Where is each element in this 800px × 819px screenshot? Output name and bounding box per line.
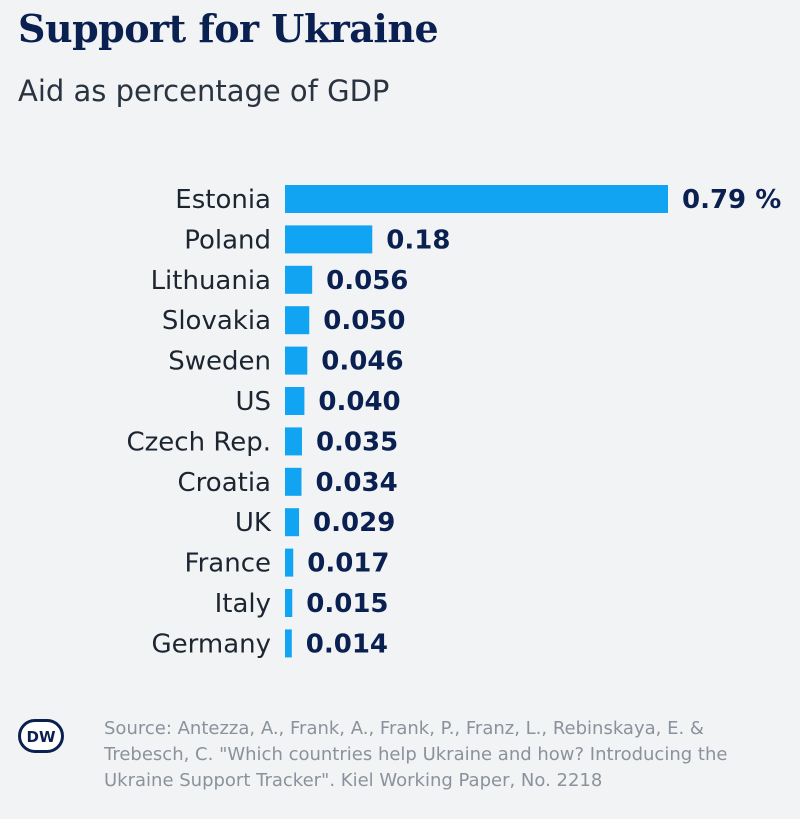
category-label-croatia: Croatia — [178, 468, 271, 498]
bar-germany — [285, 629, 292, 658]
category-label-us: US — [235, 387, 271, 417]
value-label-france: 0.017 — [307, 549, 389, 579]
source-note: Source: Antezza, A., Frank, A., Frank, P… — [104, 718, 728, 791]
bar-croatia — [285, 467, 302, 496]
bar-slovakia — [285, 306, 310, 335]
bar-lithuania — [285, 265, 313, 294]
category-label-italy: Italy — [215, 589, 271, 619]
bar-france — [285, 548, 294, 577]
value-label-italy: 0.015 — [306, 589, 388, 619]
bar-sweden — [285, 346, 308, 375]
category-label-poland: Poland — [184, 225, 271, 255]
category-label-slovakia: Slovakia — [162, 306, 271, 336]
category-label-germany: Germany — [151, 629, 271, 659]
chart-subtitle: Aid as percentage of GDP — [18, 74, 390, 108]
category-label-czech-rep: Czech Rep. — [127, 427, 272, 457]
value-label-poland: 0.18 — [386, 225, 450, 255]
category-label-lithuania: Lithuania — [151, 266, 271, 296]
category-label-estonia: Estonia — [175, 185, 271, 215]
bar-italy — [285, 589, 293, 617]
bar-chart: Estonia 0.79 % Poland 0.18 Lithuania 0.056 Slo… — [127, 185, 781, 659]
dw-logo-text: DW — [27, 728, 56, 746]
value-label-uk: 0.029 — [313, 508, 395, 538]
value-label-croatia: 0.034 — [315, 468, 397, 498]
category-label-uk: UK — [235, 508, 272, 538]
bar-poland — [285, 225, 373, 254]
value-label-czech-rep: 0.035 — [316, 427, 398, 457]
bar-estonia — [285, 185, 668, 213]
dw-logo: DW — [18, 719, 64, 753]
value-label-slovakia: 0.050 — [323, 306, 405, 336]
value-label-sweden: 0.046 — [321, 347, 403, 377]
category-label-france: France — [185, 549, 271, 579]
value-label-estonia: 0.79 % — [682, 185, 781, 215]
chart-title: Support for Ukraine — [18, 6, 439, 51]
value-label-germany: 0.014 — [306, 629, 388, 659]
value-label-us: 0.040 — [318, 387, 400, 417]
value-label-lithuania: 0.056 — [326, 266, 408, 296]
bar-czech-rep — [285, 427, 302, 456]
category-label-sweden: Sweden — [168, 347, 271, 377]
bar-uk — [285, 508, 300, 537]
bar-us — [285, 387, 305, 415]
